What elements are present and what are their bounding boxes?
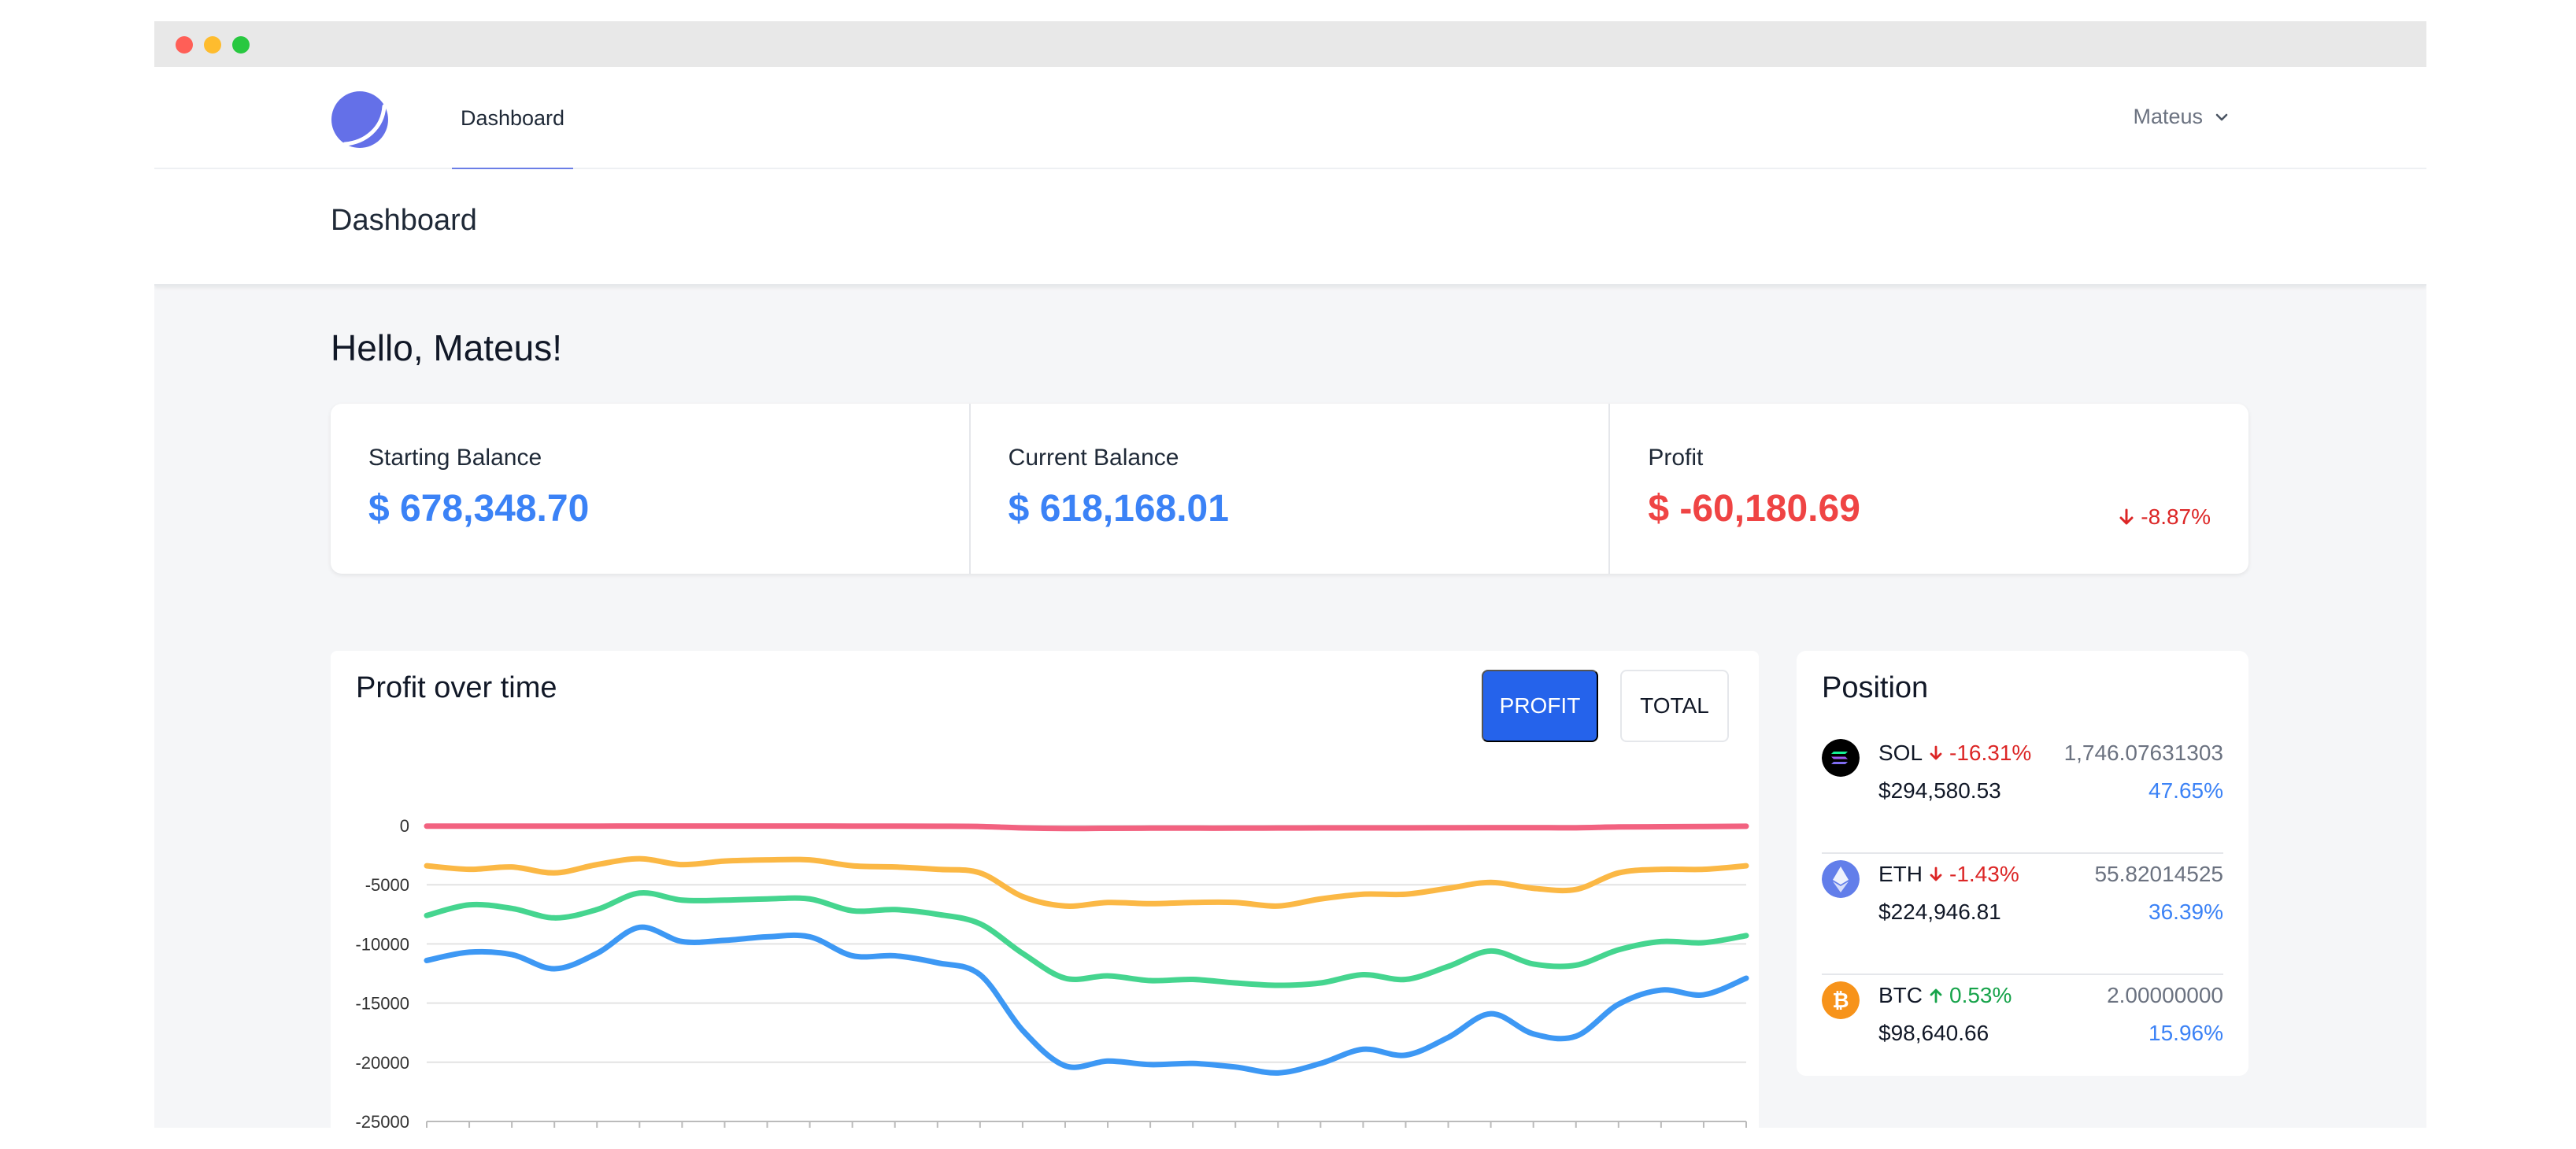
chevron-down-icon — [2215, 113, 2228, 120]
starting-balance-label: Starting Balance — [368, 445, 542, 471]
maximize-window-button[interactable] — [232, 36, 250, 54]
top-navbar: Dashboard Mateus — [154, 67, 2426, 171]
position-symbol-row: SOL -16.31% — [1878, 741, 2031, 766]
position-item-sol[interactable]: SOL -16.31% 1,746.07631303 $294,580.53 4… — [1822, 733, 2223, 854]
close-window-button[interactable] — [176, 36, 193, 54]
position-share: 36.39% — [2149, 900, 2223, 924]
series-line-2 — [424, 855, 1749, 909]
position-quantity: 2.00000000 — [2107, 983, 2223, 1007]
nav-tab-dashboard[interactable]: Dashboard — [452, 67, 573, 171]
current-balance-value: $ 618,168.01 — [1008, 488, 1229, 530]
position-quantity: 1,746.07631303 — [2063, 741, 2223, 765]
profit-percent-badge: -8.87% — [2119, 504, 2211, 530]
position-change: 0.53% — [1949, 983, 2012, 1007]
y-tick-label: 0 — [400, 816, 409, 836]
nav-tab-label: Dashboard — [460, 106, 565, 130]
window-titlebar — [154, 21, 2426, 67]
arrow-down-icon — [1930, 866, 1942, 881]
profit-percent: -8.87% — [2141, 504, 2211, 529]
chart-title: Profit over time — [356, 671, 557, 704]
position-change: -16.31% — [1949, 741, 2032, 765]
position-change: -1.43% — [1949, 862, 2019, 886]
page-title: Dashboard — [331, 204, 477, 237]
solana-icon — [1822, 739, 1860, 777]
series-line-3 — [424, 889, 1749, 988]
position-symbol-row: BTC 0.53% — [1878, 983, 2012, 1008]
position-symbol: ETH — [1878, 862, 1923, 886]
arrow-up-icon — [1930, 988, 1942, 1003]
arrow-down-icon — [1930, 745, 1942, 760]
page-header: Dashboard — [154, 169, 2426, 286]
starting-balance-value: $ 678,348.70 — [368, 488, 590, 530]
total-toggle-button[interactable]: TOTAL — [1620, 670, 1729, 742]
svg-text:₿: ₿ — [1832, 989, 1849, 1013]
position-symbol: SOL — [1878, 741, 1923, 765]
series-line-4 — [424, 924, 1749, 1076]
position-value: $98,640.66 — [1878, 1021, 1989, 1045]
y-tick-label: -15000 — [355, 994, 409, 1014]
series-line-1 — [424, 823, 1749, 832]
app-logo-icon[interactable] — [331, 91, 389, 149]
app-window: Dashboard Mateus Dashboard Hello, Mateus… — [154, 21, 2426, 1128]
position-symbol-row: ETH -1.43% — [1878, 862, 2019, 887]
position-quantity: 55.82014525 — [2094, 862, 2223, 886]
position-card: Position SOL -16.31% 1,746.07631303 $294… — [1797, 651, 2248, 1076]
position-title: Position — [1822, 671, 1929, 704]
profit-label: Profit — [1648, 445, 1704, 471]
position-value: $294,580.53 — [1878, 778, 2001, 803]
position-symbol: BTC — [1878, 983, 1923, 1007]
position-share: 47.65% — [2149, 778, 2223, 803]
profit-line-chart: 0-5000-10000-15000-20000-250000708091011… — [355, 816, 1749, 1128]
y-tick-label: -5000 — [365, 875, 409, 895]
y-tick-label: -20000 — [355, 1053, 409, 1073]
minimize-window-button[interactable] — [204, 36, 221, 54]
greeting-heading: Hello, Mateus! — [331, 327, 563, 368]
profit-chart-card: Profit over time PROFIT TOTAL 0 -5000 -100… — [331, 651, 1759, 1128]
user-menu[interactable]: Mateus — [2133, 105, 2230, 129]
starting-balance-stat: Starting Balance $ 678,348.70 — [331, 404, 971, 574]
y-tick-label: -10000 — [355, 934, 409, 954]
profit-toggle-button[interactable]: PROFIT — [1482, 670, 1598, 742]
user-name: Mateus — [2133, 105, 2203, 128]
current-balance-stat: Current Balance $ 618,168.01 — [971, 404, 1611, 574]
profit-value: $ -60,180.69 — [1648, 488, 1860, 530]
position-value: $224,946.81 — [1878, 900, 2001, 924]
position-item-eth[interactable]: ETH -1.43% 55.82014525 $224,946.81 36.39… — [1822, 854, 2223, 975]
position-share: 15.96% — [2149, 1021, 2223, 1045]
arrow-down-icon — [2119, 508, 2134, 525]
position-item-btc[interactable]: ₿ BTC 0.53% 2.00000000 $98,640.66 15.96% — [1822, 975, 2223, 1096]
profit-stat: Profit $ -60,180.69 -8.87% — [1610, 404, 2248, 574]
bitcoin-icon: ₿ — [1822, 981, 1860, 1019]
ethereum-icon — [1822, 860, 1860, 898]
current-balance-label: Current Balance — [1008, 445, 1179, 471]
y-tick-label: -25000 — [355, 1112, 409, 1128]
balance-summary-card: Starting Balance $ 678,348.70 Current Ba… — [331, 404, 2248, 574]
